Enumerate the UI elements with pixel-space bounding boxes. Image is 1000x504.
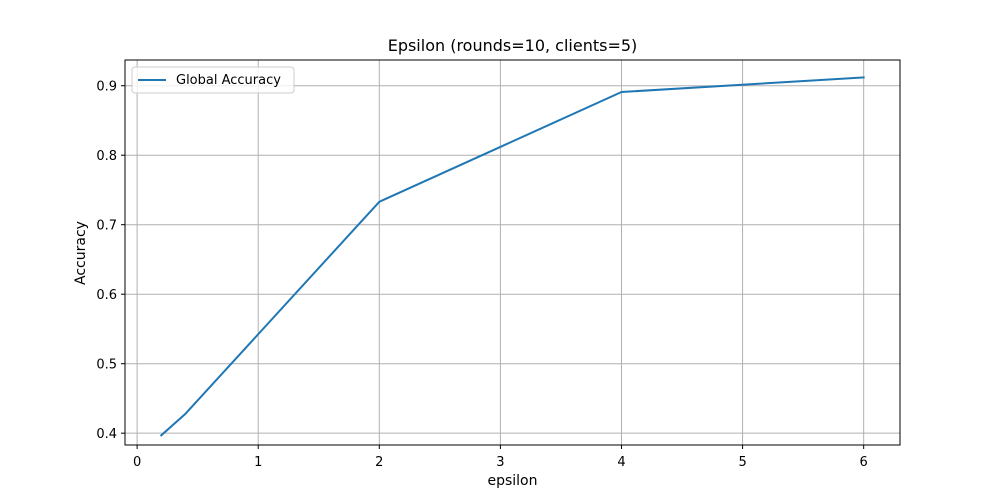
x-axis-label: epsilon xyxy=(487,473,537,489)
x-tick-label: 5 xyxy=(738,455,746,470)
x-tick-label: 0 xyxy=(133,455,141,470)
legend: Global Accuracy xyxy=(131,66,295,94)
x-tick-label: 3 xyxy=(496,455,504,470)
axis-ticks: 0 1 2 3 4 5 6 0.4 0.5 0.6 0.7 0.8 0.9 xyxy=(96,80,868,470)
legend-label-global-accuracy: Global Accuracy xyxy=(176,73,281,88)
y-tick-label: 0.8 xyxy=(96,149,117,164)
y-tick-label: 0.9 xyxy=(96,80,117,95)
x-tick-label: 1 xyxy=(254,455,262,470)
chart-title: Epsilon (rounds=10, clients=5) xyxy=(388,36,638,55)
grid-lines xyxy=(125,60,900,445)
y-tick-label: 0.7 xyxy=(96,219,117,234)
x-tick-label: 4 xyxy=(617,455,625,470)
y-tick-label: 0.5 xyxy=(96,358,117,373)
series-line-global-accuracy xyxy=(159,76,865,437)
y-tick-label: 0.4 xyxy=(96,427,117,442)
legend-box xyxy=(131,66,295,94)
series-layer xyxy=(159,76,865,437)
y-axis-label: Accuracy xyxy=(73,221,89,285)
x-tick-label: 2 xyxy=(375,455,383,470)
y-tick-label: 0.6 xyxy=(96,288,117,303)
x-tick-label: 6 xyxy=(860,455,868,470)
plot-frame xyxy=(124,59,901,446)
